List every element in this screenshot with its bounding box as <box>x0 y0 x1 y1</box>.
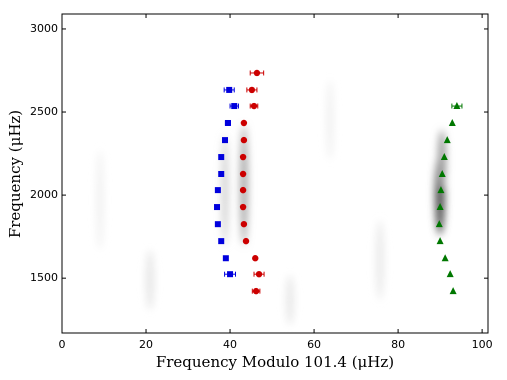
square-marker <box>214 204 221 211</box>
triangle-marker <box>448 118 456 126</box>
y-axis-title: Frequency (μHz) <box>6 110 24 238</box>
triangle-marker <box>438 169 446 177</box>
circle-marker <box>253 69 261 77</box>
circle-marker <box>240 136 248 144</box>
triangle-marker <box>443 136 451 144</box>
square-marker <box>214 221 221 228</box>
x-axis-title: Frequency Modulo 101.4 (μHz) <box>156 353 394 371</box>
x-tick-label: 20 <box>139 338 153 351</box>
circle-marker <box>255 270 263 278</box>
y-tick-label: 3000 <box>30 22 58 35</box>
x-tick-label: 0 <box>59 338 66 351</box>
square-marker <box>214 187 221 194</box>
square-marker <box>222 255 229 262</box>
square-marker <box>224 119 231 126</box>
circle-marker <box>248 86 256 94</box>
y-tick-label: 2500 <box>30 105 58 118</box>
circle-marker <box>239 186 247 194</box>
square-marker <box>227 271 234 278</box>
x-tick-label: 80 <box>391 338 405 351</box>
x-tick-label: 60 <box>307 338 321 351</box>
circle-marker <box>252 255 259 262</box>
triangle-marker <box>449 287 457 295</box>
circle-marker <box>240 119 248 127</box>
circle-marker <box>239 170 247 178</box>
square-marker <box>222 137 229 144</box>
circle-marker <box>252 287 260 295</box>
square-marker <box>226 86 233 93</box>
x-tick-label: 40 <box>223 338 237 351</box>
circle-marker <box>242 237 250 245</box>
triangle-marker <box>435 220 443 228</box>
triangle-marker <box>446 270 454 278</box>
circle-marker <box>239 153 247 161</box>
triangle-marker <box>436 237 444 245</box>
square-marker <box>218 170 225 177</box>
y-tick-label: 1500 <box>30 271 58 284</box>
power-background <box>97 80 446 325</box>
y-tick-label: 2000 <box>30 188 58 201</box>
circle-marker <box>240 220 248 228</box>
square-marker <box>231 103 238 110</box>
circle-marker <box>250 102 258 110</box>
triangle-marker <box>436 203 444 211</box>
triangle-marker <box>440 153 448 161</box>
square-marker <box>218 238 225 245</box>
x-tick-label: 100 <box>472 338 493 351</box>
triangle-marker <box>437 186 445 194</box>
square-marker <box>218 154 225 161</box>
triangle-marker <box>453 102 461 110</box>
triangle-marker <box>441 254 449 262</box>
circle-marker <box>239 203 247 211</box>
plot-frame <box>61 13 489 334</box>
